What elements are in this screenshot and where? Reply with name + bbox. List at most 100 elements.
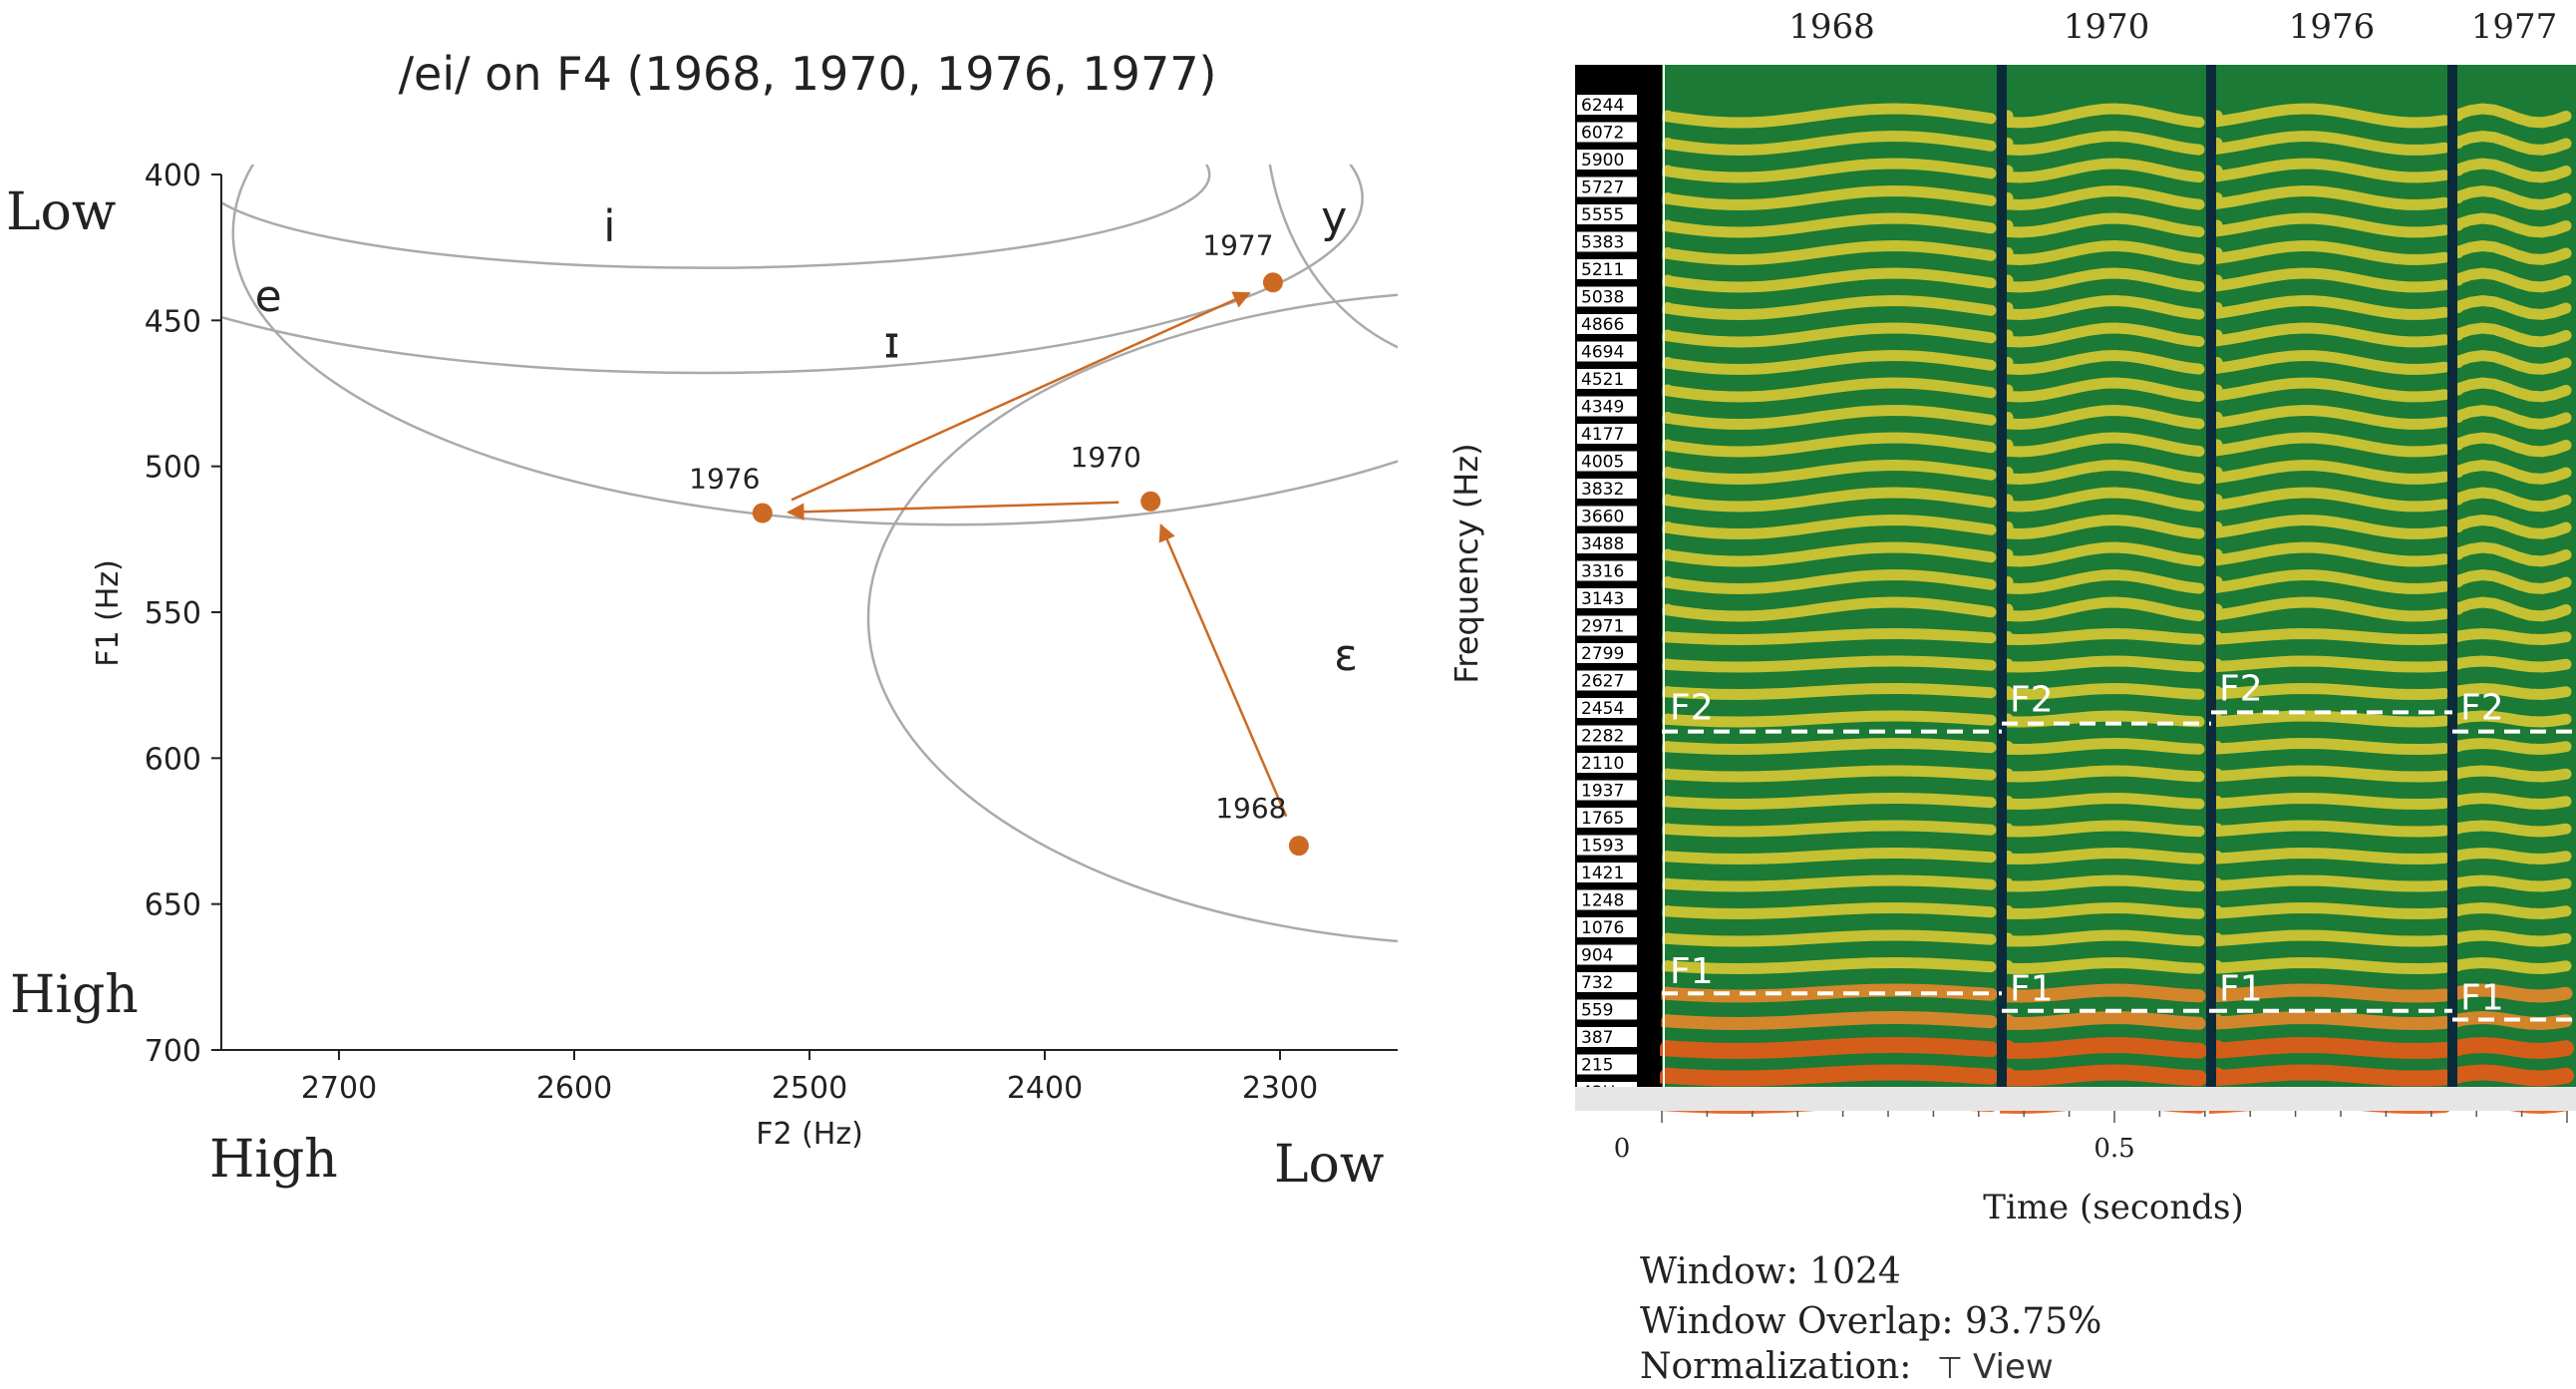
harmonic-band xyxy=(2211,792,2450,811)
vowel-ellipse-ɪ xyxy=(231,165,1398,526)
frequency-label-bg xyxy=(1577,506,1637,526)
frequency-label: 4521 xyxy=(1581,370,1624,390)
segment-label-1968: 1968 xyxy=(1788,7,1875,47)
segment-labels: 1968 1970 1976 1977 xyxy=(1788,7,2557,47)
x-left-corner-label: High xyxy=(209,1130,338,1190)
frequency-label-bg xyxy=(1577,369,1637,389)
frequency-label-bg xyxy=(1577,670,1637,691)
frequency-axis-label: Frequency (Hz) xyxy=(1448,443,1485,683)
frequency-label-bg xyxy=(1577,451,1637,472)
harmonic-band xyxy=(2450,1064,2574,1087)
y-bottom-corner-label: High xyxy=(10,965,139,1025)
frequency-label-bg xyxy=(1577,560,1637,581)
view-button[interactable]: ⊤ View xyxy=(1937,1347,2054,1387)
harmonic-band xyxy=(2452,737,2572,756)
view-toggle-icon: ⊤ xyxy=(1936,1351,1964,1386)
harmonic-band xyxy=(2002,929,2205,947)
frequency-label: 6244 xyxy=(1581,96,1624,116)
frequency-label: 6072 xyxy=(1581,124,1624,144)
harmonic-band xyxy=(2001,983,2206,1003)
harmonic-band xyxy=(2002,596,2205,622)
harmonic-band xyxy=(1660,1036,1999,1060)
time-scrollbar[interactable] xyxy=(1575,1087,2576,1111)
frequency-label-bg xyxy=(1577,533,1637,553)
frequency-label-bg xyxy=(1577,341,1637,362)
harmonic-band xyxy=(2001,1010,2206,1031)
window-setting: Window: 1024 xyxy=(1640,1251,1901,1292)
harmonic-band xyxy=(1662,294,1997,321)
harmonic-band xyxy=(1662,349,1997,376)
harmonic-band xyxy=(2452,792,2572,811)
y-top-corner-label: Low xyxy=(6,182,116,242)
frequency-label: 5211 xyxy=(1581,260,1624,280)
harmonic-band xyxy=(1662,267,1997,293)
frequency-label: 4694 xyxy=(1581,343,1624,363)
vowel-formant-chart: /ei/ on F4 (1968, 1970, 1976, 1977) 4004… xyxy=(6,47,1398,1195)
harmonic-band xyxy=(2211,295,2450,320)
harmonic-band xyxy=(2211,131,2450,156)
frequency-label: 559 xyxy=(1581,1001,1613,1021)
f1-label-1968: F1 xyxy=(1670,951,1714,992)
harmonic-band xyxy=(2452,432,2572,458)
harmonic-band xyxy=(2002,103,2205,129)
harmonic-band xyxy=(1662,682,1997,701)
harmonic-band xyxy=(2002,212,2205,238)
harmonic-band xyxy=(2452,239,2572,265)
arrow-1968-to-1970 xyxy=(1158,523,1288,818)
data-point-1970 xyxy=(1140,491,1161,512)
harmonic-band xyxy=(2211,596,2450,622)
harmonic-band xyxy=(2002,737,2205,756)
harmonic-band xyxy=(2211,487,2450,513)
harmonic-band xyxy=(2211,460,2450,485)
harmonic-band xyxy=(2452,294,2572,320)
harmonic-band xyxy=(2452,349,2572,375)
harmonic-band xyxy=(1662,158,1997,183)
frequency-label: 2627 xyxy=(1581,672,1624,692)
window-overlap-text: Window Overlap: 93.75% xyxy=(1640,1301,2102,1342)
harmonic-band xyxy=(2002,158,2205,183)
frequency-label-bg xyxy=(1577,972,1637,992)
vowel-label-ɪ: ɪ xyxy=(883,318,899,369)
harmonic-band xyxy=(2452,212,2572,238)
segment-gap xyxy=(2447,65,2457,1087)
harmonic-band xyxy=(2452,596,2572,622)
harmonic-band xyxy=(1662,487,1997,513)
harmonic-band xyxy=(2452,956,2572,975)
harmonic-band xyxy=(2211,240,2450,265)
harmonic-band xyxy=(2211,874,2450,892)
f2-label-1977: F2 xyxy=(2460,688,2504,729)
f2-label-1970: F2 xyxy=(2010,680,2054,721)
harmonic-band xyxy=(2211,765,2450,783)
harmonic-band xyxy=(2211,655,2450,673)
harmonic-band xyxy=(2211,569,2450,594)
harmonic-band xyxy=(2452,487,2572,513)
chart-axes: 400 450 500 550 600 650 700 2700 2600 2500 2400 230… xyxy=(145,159,1398,1106)
harmonic-band xyxy=(1660,1064,1999,1087)
frequency-label: 1248 xyxy=(1581,891,1624,911)
overlap-setting: Window Overlap: 93.75% xyxy=(1640,1301,2101,1342)
harmonic-band xyxy=(2211,515,2450,539)
x-right-corner-label: Low xyxy=(1274,1135,1384,1195)
frequency-label-bg xyxy=(1577,1054,1637,1075)
harmonic-band xyxy=(1662,765,1997,783)
frequency-label-bg xyxy=(1577,725,1637,746)
harmonic-band xyxy=(1661,1010,1998,1031)
harmonic-band xyxy=(2452,184,2572,210)
harmonic-band xyxy=(2211,682,2450,701)
harmonic-band xyxy=(2002,568,2205,595)
frequency-label: 732 xyxy=(1581,973,1613,993)
harmonic-band xyxy=(2211,103,2450,129)
harmonic-band xyxy=(2210,983,2451,1003)
f2-label-1976: F2 xyxy=(2219,668,2263,709)
frequency-label-bg xyxy=(1577,808,1637,828)
harmonic-band xyxy=(2452,682,2572,701)
frequency-label-bg xyxy=(1577,944,1637,965)
frequency-label: 3488 xyxy=(1581,534,1624,554)
harmonic-band xyxy=(2002,404,2205,431)
data-points: 1968 1970 1976 1977 xyxy=(689,228,1309,857)
harmonic-band xyxy=(2002,130,2205,157)
point-label-1977: 1977 xyxy=(1202,228,1273,261)
harmonic-band xyxy=(2452,874,2572,892)
harmonic-band xyxy=(1662,929,1997,947)
harmonic-band xyxy=(2452,568,2572,594)
